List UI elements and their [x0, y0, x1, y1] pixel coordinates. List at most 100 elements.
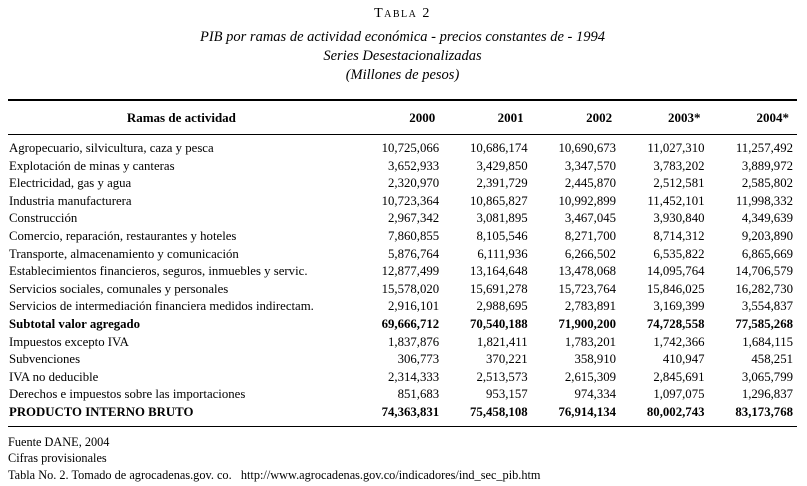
table-row: Subvenciones 306,773 370,221 358,910 410,947…	[8, 351, 797, 369]
row-value: 6,111,936	[477, 246, 528, 261]
table-row: Subtotal valor agregado 69,666,712 70,540,…	[8, 316, 797, 334]
row-value: 15,723,764	[558, 281, 617, 296]
table-number-title: Tabla 2	[374, 6, 431, 21]
row-value: 2,615,309	[564, 369, 617, 384]
row-label: Construcción	[9, 211, 78, 226]
header-2003: 2003*	[620, 99, 709, 135]
table-subtitle-line3: (Millones de pesos)	[345, 67, 460, 83]
row-value: 6,266,502	[564, 246, 617, 261]
row-value: 4,349,639	[741, 211, 793, 226]
row-label: Servicios de intermediación financiera m…	[9, 299, 314, 314]
row-value: 3,347,570	[564, 158, 617, 173]
row-value: 11,998,332	[735, 193, 793, 208]
row-label: Comercio, reparación, restaurantes y hot…	[9, 228, 237, 243]
row-label: Transporte, almacenamiento y comunicació…	[9, 246, 239, 261]
header-row: Ramas de actividad 2000 2001 2002 2003* …	[8, 99, 797, 135]
table-row: Construcción 2,967,342 3,081,895 3,467,045 3…	[8, 210, 797, 228]
table-row: Industria manufacturera 10,723,364 10,865,…	[8, 193, 797, 211]
row-value: 11,027,310	[647, 141, 705, 155]
table-row: Servicios de intermediación financiera m…	[8, 298, 797, 316]
row-value: 3,930,840	[653, 211, 705, 226]
table-row: Establecimientos financieros, seguros, i…	[8, 263, 797, 281]
row-value: 458,251	[751, 352, 793, 367]
row-value: 3,554,837	[741, 299, 793, 314]
row-value: 15,578,020	[381, 281, 440, 296]
row-value: 3,652,933	[388, 158, 440, 173]
row-value: 74,728,558	[646, 316, 705, 331]
row-value: 3,889,972	[741, 158, 793, 173]
row-label: Servicios sociales, comunales y personal…	[9, 281, 229, 296]
row-value: 13,164,648	[470, 264, 528, 279]
row-value: 12,877,499	[381, 264, 440, 279]
row-value: 3,783,202	[653, 158, 705, 173]
row-value: 15,691,278	[470, 281, 528, 296]
row-value: 5,876,764	[388, 246, 440, 261]
header-2000: 2000	[354, 99, 444, 135]
row-value: 10,686,174	[470, 141, 528, 155]
row-value: 306,773	[397, 352, 440, 367]
row-value: 70,540,188	[470, 316, 528, 331]
row-value: 851,683	[397, 387, 440, 402]
row-value: 74,363,831	[354, 403, 444, 427]
table-row: Agropecuario, silvicultura, caza y pesca…	[8, 135, 797, 158]
row-label: Explotación de minas y canteras	[9, 158, 175, 173]
row-value: 2,916,101	[388, 299, 440, 314]
row-value: 358,910	[574, 352, 617, 367]
footer-notes: Fuente DANE, 2004 Cifras provisionales T…	[8, 434, 797, 486]
row-value: 6,535,822	[653, 246, 705, 261]
row-label: IVA no deducible	[9, 369, 99, 384]
row-value: 2,783,891	[564, 299, 617, 314]
table-row: Transporte, almacenamiento y comunicació…	[8, 246, 797, 264]
row-value: 370,221	[486, 352, 528, 367]
row-value: 69,666,712	[381, 316, 440, 331]
row-value: 1,837,876	[388, 334, 440, 349]
row-value: 14,095,764	[646, 264, 705, 279]
row-value: 3,065,799	[741, 369, 793, 384]
table-row: IVA no deducible 2,314,333 2,513,573 2,615,…	[8, 369, 797, 387]
table-row: Impuestos excepto IVA 1,837,876 1,821,411 1…	[8, 334, 797, 352]
row-label: PRODUCTO INTERNO BRUTO	[8, 403, 355, 427]
row-value: 2,512,581	[653, 176, 705, 191]
row-value: 8,105,546	[476, 228, 528, 243]
row-value: 2,314,333	[388, 369, 440, 384]
source-note: Fuente DANE, 2004	[8, 434, 110, 449]
row-value: 2,391,729	[476, 176, 528, 191]
row-value: 1,742,366	[653, 334, 705, 349]
row-value: 80,002,743	[620, 403, 709, 427]
row-value: 10,865,827	[470, 193, 528, 208]
row-value: 2,513,573	[476, 369, 528, 384]
table-body: Agropecuario, silvicultura, caza y pesca…	[8, 135, 797, 427]
row-value: 2,845,691	[653, 369, 705, 384]
provisional-note: Cifras provisionales	[8, 451, 107, 465]
row-value: 2,445,870	[564, 176, 617, 191]
row-label: Industria manufacturera	[9, 193, 132, 208]
row-value: 16,282,730	[735, 281, 793, 296]
row-value: 410,947	[662, 352, 705, 367]
row-value: 11,452,101	[647, 193, 705, 208]
row-value: 1,296,837	[741, 387, 793, 402]
row-value: 77,585,268	[735, 316, 793, 331]
header-2001: 2001	[443, 99, 532, 135]
row-label: Derechos e impuestos sobre las importaci…	[9, 387, 246, 402]
row-value: 3,429,850	[476, 158, 528, 173]
table-header: Ramas de actividad 2000 2001 2002 2003* …	[8, 99, 797, 135]
row-value: 3,169,399	[653, 299, 705, 314]
header-ramas: Ramas de actividad	[8, 99, 355, 135]
row-value: 14,706,579	[735, 264, 793, 279]
table-title-block: Tabla 2 PIB por ramas de actividad econó…	[8, 6, 797, 85]
row-value: 75,458,108	[443, 403, 532, 427]
row-value: 1,783,201	[564, 334, 617, 349]
row-value: 8,271,700	[564, 228, 617, 243]
row-value: 15,846,025	[646, 281, 705, 296]
row-value: 953,157	[486, 387, 528, 402]
row-value: 2,320,970	[388, 176, 440, 191]
row-label: Subtotal valor agregado	[9, 316, 141, 331]
row-value: 7,860,855	[388, 228, 440, 243]
row-value: 11,257,492	[735, 141, 793, 155]
table-row: Comercio, reparación, restaurantes y hot…	[8, 228, 797, 246]
row-value: 6,865,669	[741, 246, 793, 261]
row-value: 1,097,075	[653, 387, 705, 402]
row-value: 2,967,342	[388, 211, 440, 226]
row-value: 8,714,312	[653, 228, 705, 243]
pib-table: Ramas de actividad 2000 2001 2002 2003* …	[8, 99, 797, 427]
